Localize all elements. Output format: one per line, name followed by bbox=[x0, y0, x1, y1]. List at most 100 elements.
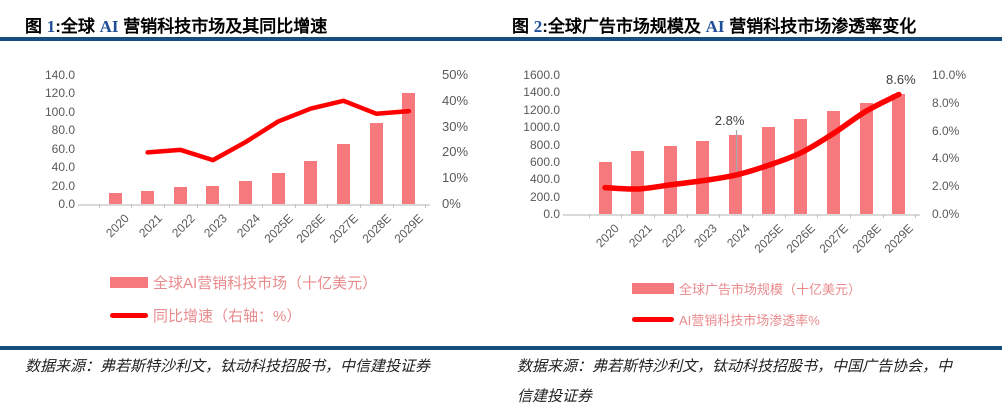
figure2-source-line1: 数据来源：弗若斯特沙利文，钛动科技招股书，中国广告协会，中 bbox=[517, 359, 953, 375]
y-axis-left-tick-label: 60.0 bbox=[51, 141, 75, 156]
x-axis-line bbox=[78, 204, 430, 206]
x-axis-label-2029E: 2029E bbox=[391, 211, 427, 246]
bar-2028E bbox=[859, 102, 873, 214]
y-axis-right-tick-label: 50% bbox=[442, 67, 469, 82]
figure2-title-ai: AI bbox=[705, 17, 725, 36]
y-axis-left-tick-label: 1000.0 bbox=[523, 120, 560, 135]
y-axis-right-tick-label: 8.0% bbox=[932, 95, 960, 110]
x-axis-label-2029E: 2029E bbox=[881, 221, 917, 256]
x-axis-tick bbox=[653, 214, 655, 218]
legend-label: 全球AI营销科技市场（十亿美元） bbox=[153, 275, 378, 292]
legend-line-swatch bbox=[110, 313, 148, 318]
x-axis-tick bbox=[392, 204, 394, 208]
y-axis-right-tick-label: 4.0% bbox=[932, 151, 960, 166]
y-axis-left-tick-label: 100.0 bbox=[44, 104, 75, 119]
legend-bar-swatch bbox=[110, 277, 148, 288]
x-axis-tick bbox=[817, 214, 819, 218]
trend-line-layer bbox=[602, 91, 902, 192]
legend-label: 同比增速（右轴：%） bbox=[153, 308, 302, 325]
legend-bar-swatch bbox=[632, 283, 674, 294]
x-axis-label-2023: 2023 bbox=[691, 221, 721, 251]
figure2-title: 图 2:全球广告市场规模及 AI 营销科技市场渗透率变化 bbox=[512, 12, 916, 37]
x-axis-tick bbox=[229, 204, 231, 208]
y-axis-left-tick-label: 1400.0 bbox=[523, 85, 560, 100]
title-divider-rule bbox=[0, 37, 1002, 41]
bar-2020 bbox=[598, 161, 612, 214]
y-axis-left-tick-label: 0.0 bbox=[543, 207, 560, 221]
x-axis-label-2020: 2020 bbox=[103, 211, 133, 241]
figure2-title-tail: 营销科技市场渗透率变化 bbox=[724, 17, 917, 36]
annotation-2029E: 8.6% bbox=[886, 72, 916, 88]
legend-line-swatch bbox=[632, 317, 674, 322]
x-axis-label-2026E: 2026E bbox=[293, 211, 329, 246]
y-axis-left-tick-label: 40.0 bbox=[51, 160, 75, 175]
legend-label: 全球广告市场规模（十亿美元） bbox=[679, 282, 862, 297]
y-axis-right-tick-label: 40% bbox=[442, 92, 469, 108]
x-axis-tick bbox=[163, 204, 165, 208]
x-axis-tick bbox=[425, 204, 427, 208]
x-axis-label-2022: 2022 bbox=[168, 211, 198, 241]
x-axis-label-2024: 2024 bbox=[234, 211, 263, 241]
figure1-number: 1 bbox=[46, 17, 56, 36]
y-axis-right-tick-label: 10.0% bbox=[932, 68, 967, 82]
bar-2024 bbox=[239, 180, 253, 204]
figure1-title-ai: AI bbox=[99, 17, 119, 36]
source-divider-rule bbox=[0, 346, 1002, 350]
figure2-label: 图 bbox=[512, 17, 534, 36]
y-axis-right-tick-label: 20% bbox=[442, 144, 469, 160]
x-axis-tick bbox=[131, 204, 133, 208]
x-axis-label-2026E: 2026E bbox=[783, 221, 819, 256]
y-axis-left-tick-label: 120.0 bbox=[44, 86, 75, 101]
x-axis-tick bbox=[849, 214, 851, 218]
x-axis-tick bbox=[686, 214, 688, 218]
figure2-source-line2: 信建投证券 bbox=[517, 389, 593, 405]
x-axis-tick bbox=[915, 214, 917, 218]
y-axis-right-tick-label: 10% bbox=[442, 170, 469, 186]
x-axis-label-2020: 2020 bbox=[593, 221, 623, 251]
bar-2021 bbox=[141, 191, 155, 204]
y-axis-left-tick-label: 140.0 bbox=[44, 68, 75, 82]
legend-item-bar: 全球广告市场规模（十亿美元） bbox=[632, 279, 861, 298]
x-axis-tick bbox=[784, 214, 786, 218]
bar-2025E bbox=[761, 127, 775, 214]
bar-2022 bbox=[173, 187, 187, 204]
x-axis-label-2027E: 2027E bbox=[816, 221, 851, 256]
y-axis-left-tick-label: 400.0 bbox=[529, 172, 560, 187]
bar-2025E bbox=[271, 172, 285, 204]
x-axis-tick bbox=[98, 204, 100, 208]
x-axis-tick bbox=[588, 214, 590, 218]
y-axis-left-tick-label: 1200.0 bbox=[523, 102, 560, 117]
figure1-source-text: 数据来源：弗若斯特沙利文，钛动科技招股书，中信建投证券 bbox=[25, 359, 431, 375]
x-axis-label-2028E: 2028E bbox=[848, 221, 884, 256]
bar-2029E bbox=[402, 93, 416, 204]
bar-2020 bbox=[108, 192, 122, 204]
y-axis-right-tick-label: 2.0% bbox=[932, 179, 960, 194]
x-axis-tick bbox=[327, 204, 329, 208]
chart-global-ad-market-penetration: 1600.0 1400.0 1200.0 1000.0 800.0 600.0 400.0 2… bbox=[515, 65, 1002, 345]
y-axis-right-tick-label: 30% bbox=[442, 118, 469, 134]
x-axis-label-2027E: 2027E bbox=[326, 211, 361, 246]
bar-2026E bbox=[794, 119, 808, 214]
x-axis-label-2028E: 2028E bbox=[358, 211, 394, 246]
bar-2027E bbox=[337, 144, 351, 204]
x-axis-tick bbox=[359, 204, 361, 208]
bar-2027E bbox=[827, 110, 841, 214]
bar-2022 bbox=[663, 146, 677, 214]
figure2-source: 数据来源：弗若斯特沙利文，钛动科技招股书，中国广告协会，中 信建投证券 bbox=[517, 352, 952, 412]
figure2-number: 2 bbox=[533, 17, 543, 36]
legend-item-line: 同比增速（右轴：%） bbox=[110, 305, 301, 326]
x-axis-tick bbox=[196, 204, 198, 208]
legend-label: AI营销科技市场渗透率% bbox=[679, 313, 820, 328]
y-axis-left-tick-label: 1600.0 bbox=[523, 68, 560, 82]
x-axis-label-2022: 2022 bbox=[658, 221, 688, 251]
y-axis-left-tick-label: 800.0 bbox=[529, 137, 560, 152]
x-axis-tick bbox=[621, 214, 623, 218]
legend-item-line: AI营销科技市场渗透率% bbox=[632, 310, 820, 329]
y-axis-right-tick-label: 6.0% bbox=[932, 123, 960, 138]
figure1-title-mid: :全球 bbox=[55, 17, 100, 36]
x-axis-label-2021: 2021 bbox=[136, 211, 165, 241]
bar-2026E bbox=[304, 160, 318, 204]
figure1-title-tail: 营销科技市场及其同比增速 bbox=[118, 17, 328, 36]
y-axis-right-tick-label: 0% bbox=[442, 196, 461, 211]
